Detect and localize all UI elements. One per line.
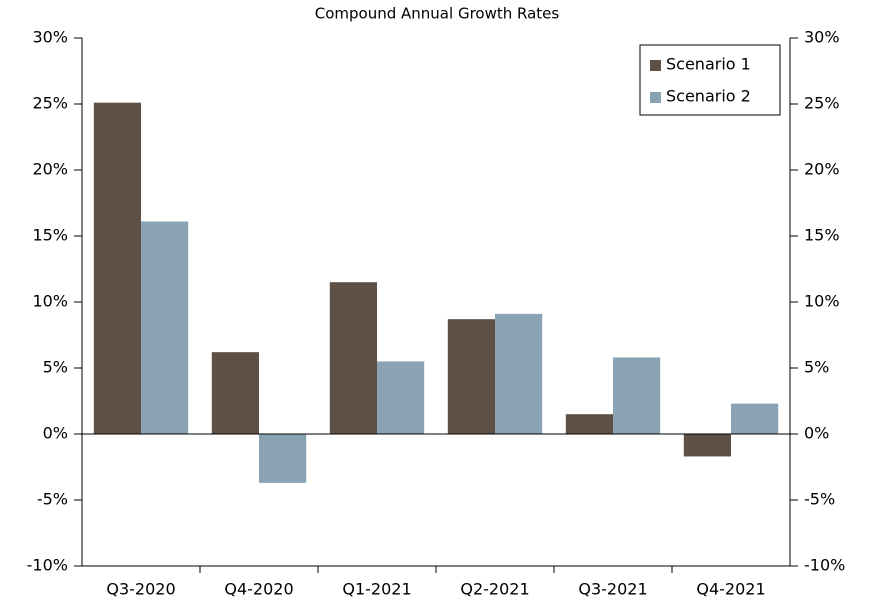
bar xyxy=(683,434,731,457)
y2-tick-label: 25% xyxy=(804,94,840,113)
x-tick-label: Q2-2021 xyxy=(460,580,529,599)
y2-tick-label: 30% xyxy=(804,28,840,47)
x-tick-label: Q4-2020 xyxy=(224,580,293,599)
y-tick-label: 30% xyxy=(32,28,68,47)
legend-swatch xyxy=(650,60,661,71)
y-tick-label: -5% xyxy=(37,490,68,509)
x-tick-label: Q4-2021 xyxy=(696,580,765,599)
y2-tick-label: -5% xyxy=(804,490,835,509)
bar xyxy=(495,313,543,434)
y-tick-label: 5% xyxy=(43,358,68,377)
bar xyxy=(329,282,377,434)
y-tick-label: 20% xyxy=(32,160,68,179)
bar xyxy=(731,403,779,434)
y2-tick-label: 10% xyxy=(804,292,840,311)
bar xyxy=(613,357,661,434)
y2-tick-label: 15% xyxy=(804,226,840,245)
y2-tick-label: -10% xyxy=(804,556,845,575)
bar xyxy=(93,102,141,435)
y2-tick-label: 0% xyxy=(804,424,829,443)
chart-title: Compound Annual Growth Rates xyxy=(315,5,560,23)
legend-swatch xyxy=(650,92,661,103)
x-tick-label: Q1-2021 xyxy=(342,580,411,599)
y-tick-label: 10% xyxy=(32,292,68,311)
bar xyxy=(259,434,307,483)
x-tick-label: Q3-2020 xyxy=(106,580,175,599)
y-tick-label: 0% xyxy=(43,424,68,443)
legend-label: Scenario 2 xyxy=(666,87,751,106)
y-tick-label: 25% xyxy=(32,94,68,113)
bar xyxy=(141,221,189,434)
y-tick-label: -10% xyxy=(27,556,68,575)
legend-box xyxy=(639,44,781,116)
bar xyxy=(377,361,425,434)
x-tick-label: Q3-2021 xyxy=(578,580,647,599)
y-tick-label: 15% xyxy=(32,226,68,245)
bar xyxy=(565,414,613,434)
bar xyxy=(211,352,259,434)
bar xyxy=(447,319,495,434)
y2-tick-label: 5% xyxy=(804,358,829,377)
legend-label: Scenario 1 xyxy=(666,55,751,74)
y2-tick-label: 20% xyxy=(804,160,840,179)
